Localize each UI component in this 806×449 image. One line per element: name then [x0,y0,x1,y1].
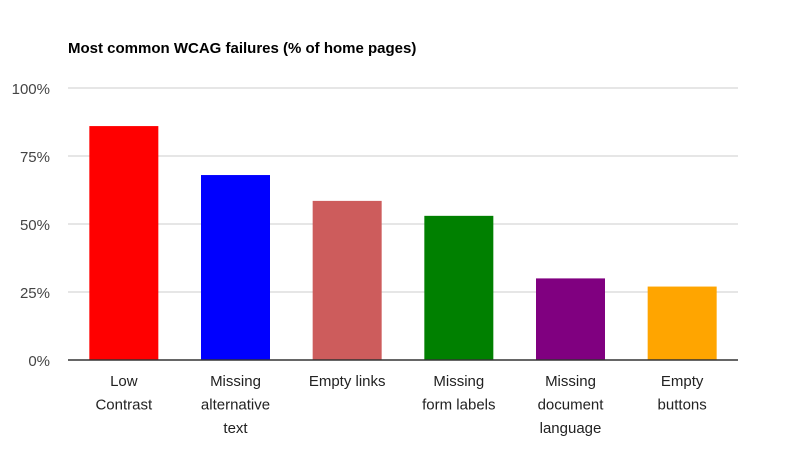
x-tick-label: form labels [422,397,495,414]
x-tick-label: language [540,420,602,437]
bar [201,175,270,360]
x-tick-label: Empty links [309,373,386,390]
x-tick-label: Missing [210,373,261,390]
x-tick-label: alternative [201,397,270,414]
bar [424,215,494,360]
x-tick-label: Missing [433,373,484,390]
x-tick-label: Missing [545,373,596,390]
y-tick-label: 75% [20,149,50,166]
x-tick-label: document [538,397,605,414]
y-tick-label: 100% [12,81,50,98]
y-tick-label: 50% [20,217,50,234]
x-tick-label: text [223,420,248,437]
bar [536,278,605,360]
y-tick-label: 0% [28,353,50,370]
bar [312,200,382,360]
bar [89,126,159,360]
x-tick-label: Low [110,373,138,390]
y-tick-label: 25% [20,285,50,302]
x-tick-label: buttons [658,397,707,414]
x-tick-label: Contrast [95,397,153,414]
chart-title: Most common WCAG failures (% of home pag… [68,40,417,57]
x-tick-label: Empty [661,373,704,390]
bar [647,286,717,360]
